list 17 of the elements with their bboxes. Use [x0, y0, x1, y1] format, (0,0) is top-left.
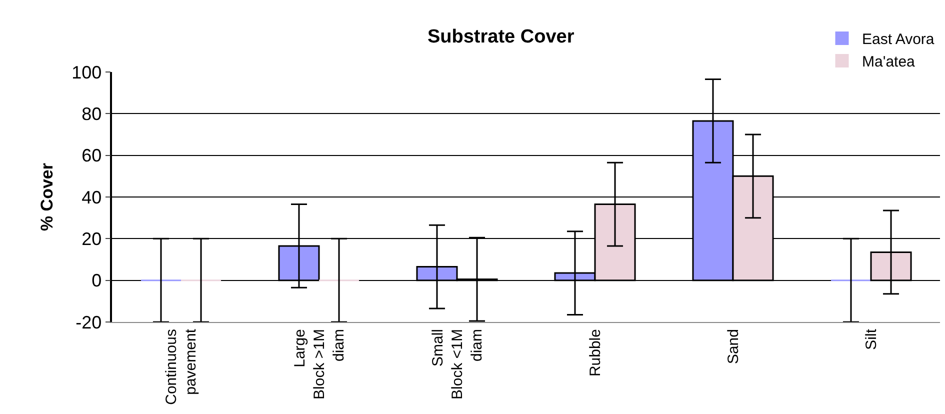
- y-tick-label: 100: [72, 62, 102, 82]
- legend-label: Ma'atea: [862, 54, 916, 71]
- y-axis-title: % Cover: [38, 162, 57, 232]
- x-tick-label: Silt: [862, 328, 880, 350]
- x-tick-label: Rubble: [586, 329, 604, 377]
- x-tick-label: Small Block <1M diam: [429, 329, 486, 400]
- x-tick-label: Sand: [724, 329, 742, 364]
- y-tick-label: 80: [82, 104, 102, 124]
- y-tick-label: 20: [82, 228, 102, 249]
- y-tick-label: 60: [82, 146, 102, 166]
- x-tick-label: Large Block >1M diam: [291, 329, 348, 400]
- y-tick-label: 0: [92, 270, 102, 291]
- legend-label: East Avora: [862, 31, 935, 48]
- y-tick-label: -20: [76, 312, 102, 332]
- y-tick-label: 40: [82, 187, 102, 208]
- chart-title: Substrate Cover: [427, 26, 575, 48]
- x-tick-label: Continuous pavement: [163, 328, 200, 405]
